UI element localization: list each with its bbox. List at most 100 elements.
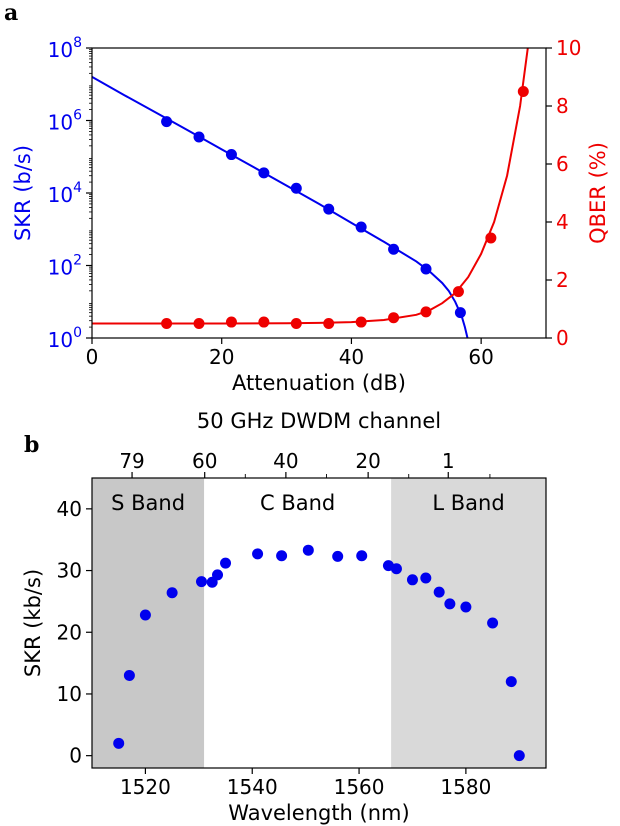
left-tick-exponent: 8 [73,35,82,51]
qber-data-point [420,306,432,318]
skr-data-point [323,203,335,215]
top-tick-label: 20 [355,449,380,473]
x-tick-label: 1560 [334,775,385,799]
skr-data-point [139,609,151,621]
x-tick-label: 60 [468,345,493,369]
skr-data-point [258,167,270,179]
skr-data-point [212,569,224,581]
skr-data-point [460,601,472,613]
skr-data-point [420,263,432,275]
top-tick-label: 40 [273,449,298,473]
skr-data-point [388,243,400,255]
right-tick-label: 6 [556,152,569,176]
left-tick-exponent: 6 [73,108,82,124]
skr-data-point [356,550,368,562]
skr-data-point [302,544,314,556]
left-tick-label: 104 [48,180,82,207]
x-tick-label: 20 [209,345,234,369]
qber-data-point [193,318,205,329]
qber-data-point [161,318,173,329]
skr-data-point [225,149,237,161]
right-tick-label: 8 [556,94,569,118]
panel-a-right-axis-label: QBER (%) [586,142,610,244]
skr-data-point [390,563,402,575]
panel-b-title: 50 GHz DWDM channel [197,409,441,433]
panel-a-x-axis-label: Attenuation (dB) [232,371,406,395]
left-tick-label: 102 [48,253,82,280]
panel-b-y-axis-label: SKR (kb/s) [21,569,45,677]
skr-data-point [276,550,288,562]
panel-b-frame [91,477,547,769]
skr-data-point [161,116,173,128]
qber-data-point [388,312,400,324]
left-tick-base: 10 [48,328,73,352]
y-tick-label: 0 [69,744,82,768]
band-region [391,478,546,768]
skr-data-point [505,676,517,688]
panel-a-label: a [4,0,18,26]
y-tick-label: 40 [57,497,82,521]
skr-data-point [166,587,178,599]
qber-data-point [355,316,367,328]
skr-data-point [332,550,344,562]
top-tick-label: 1 [442,449,455,473]
left-tick-base: 10 [48,256,73,280]
qber-data-point [485,232,497,244]
left-tick-base: 10 [48,183,73,207]
left-tick-exponent: 0 [73,325,82,341]
qber-fit-line [92,48,529,325]
top-tick-label: 60 [192,449,217,473]
skr-data-point [193,131,205,143]
y-tick-label: 20 [57,620,82,644]
band-region [204,478,392,768]
qber-data-point [290,318,302,329]
band-region [92,478,205,768]
panel-a-frame [91,47,547,339]
panel-b-label: b [24,432,39,458]
skr-data-point [220,557,232,569]
qber-data-point [225,316,237,328]
band-label: S Band [111,491,185,515]
left-tick-label: 108 [48,35,82,62]
skr-data-point [290,182,302,194]
skr-data-point [252,548,264,560]
x-tick-label: 1520 [120,775,171,799]
skr-fit-line [92,76,469,338]
skr-data-point [195,576,207,588]
left-tick-base: 10 [48,38,73,62]
skr-data-point [454,307,466,319]
skr-data-point [513,750,525,762]
skr-data-point [433,586,445,598]
band-label: C Band [260,491,335,515]
right-tick-label: 4 [556,210,569,234]
panel-b: b 50 GHz DWDM channel S Band C Band L Band… [21,409,547,825]
right-tick-label: 2 [556,268,569,292]
panel-a-left-axis-label: SKR (b/s) [11,145,35,241]
skr-data-point [406,574,418,586]
x-tick-label: 0 [86,345,99,369]
right-tick-label: 0 [556,326,569,350]
qber-data-point [452,286,464,298]
left-tick-base: 10 [48,111,73,135]
x-tick-label: 1580 [440,775,491,799]
qber-data-point [323,318,335,329]
skr-data-point [444,598,456,610]
right-tick-label: 10 [556,36,581,60]
qber-data-point [517,86,529,97]
skr-data-point [355,221,367,233]
y-tick-label: 30 [57,559,82,583]
x-tick-label: 40 [339,345,364,369]
skr-data-point [487,617,499,629]
left-tick-exponent: 4 [73,180,82,196]
left-tick-exponent: 2 [73,253,82,269]
skr-data-point [420,572,432,584]
x-tick-label: 1540 [227,775,278,799]
qber-data-point [258,316,270,328]
band-label: L Band [432,491,504,515]
panel-b-x-axis-label: Wavelength (nm) [228,801,409,825]
skr-data-point [123,669,135,681]
left-tick-label: 106 [48,108,82,135]
y-tick-label: 10 [57,682,82,706]
